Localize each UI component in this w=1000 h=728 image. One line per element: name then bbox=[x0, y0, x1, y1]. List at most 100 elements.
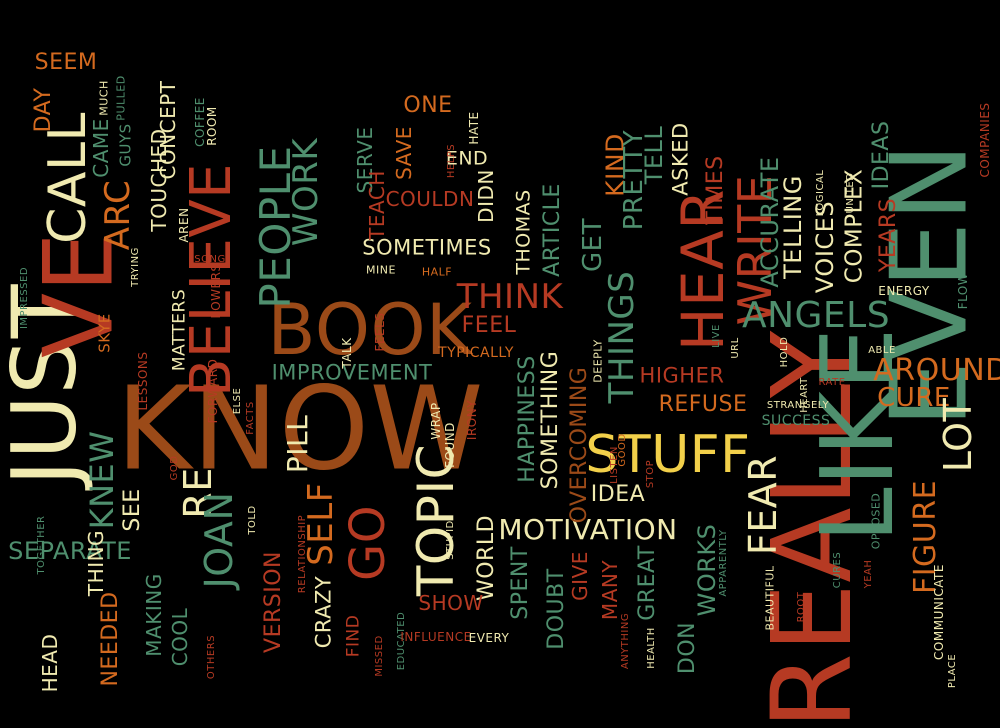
word-much: MUCH bbox=[97, 80, 111, 116]
word-didn: DIDN bbox=[474, 169, 498, 223]
word-thomas: THOMAS bbox=[512, 189, 535, 275]
word-apparently: APPARENTLY bbox=[718, 529, 729, 597]
word-refuse: REFUSE bbox=[658, 392, 748, 417]
word-facts: FACTS bbox=[245, 401, 256, 435]
word-save: SAVE bbox=[392, 126, 416, 180]
word-concept: CONCEPT bbox=[156, 80, 180, 180]
word-able: ABLE bbox=[868, 345, 896, 356]
word-irony: IRONY bbox=[465, 399, 479, 441]
word-deeply: DEEPLY bbox=[591, 339, 605, 383]
word-motivation: MOTIVATION bbox=[498, 513, 678, 546]
word-tell: TELL bbox=[640, 125, 668, 185]
word-health: HEALTH bbox=[646, 627, 657, 669]
word-work: WORK bbox=[286, 137, 326, 247]
word-things: THINGS bbox=[602, 270, 642, 404]
word-room: ROOM bbox=[205, 106, 219, 146]
word-telling: TELLING bbox=[779, 175, 807, 279]
word-impressed: IMPRESSED bbox=[19, 266, 30, 330]
word-stuff: STUFF bbox=[585, 425, 751, 485]
word-couldn: COULDN bbox=[385, 187, 475, 211]
word-missed: MISSED bbox=[374, 635, 385, 677]
word-fear: FEAR bbox=[741, 454, 785, 556]
word-teach: TEACH bbox=[365, 170, 389, 240]
word-came: CAME bbox=[89, 118, 113, 178]
word-skye: SKYE bbox=[95, 313, 114, 353]
word-found: FOUND bbox=[443, 422, 457, 468]
word-hold: HOLD bbox=[779, 336, 790, 368]
word-feel: FEEL bbox=[461, 313, 517, 338]
word-communicate: COMMUNICATE bbox=[932, 564, 946, 660]
word-live: LIVE bbox=[711, 324, 722, 348]
word-idea: IDEA bbox=[590, 482, 646, 507]
word-stop: STOP bbox=[645, 459, 656, 489]
word-matters: MATTERS bbox=[169, 288, 190, 372]
word-heart: HEART bbox=[799, 377, 810, 413]
word-energy: ENERGY bbox=[878, 284, 930, 298]
word-thing: THING bbox=[84, 529, 108, 597]
word-happiness: HAPPINESS bbox=[515, 355, 540, 483]
word-companies: COMPANIES bbox=[978, 102, 992, 178]
word-strangely: STRANGELY bbox=[766, 400, 830, 411]
word-pulled: PULLED bbox=[114, 75, 128, 121]
word-helps: HELPS bbox=[446, 143, 457, 179]
word-logical: LOGICAL bbox=[815, 169, 826, 217]
word-cure: CURE bbox=[877, 383, 951, 413]
word-give: GIVE bbox=[568, 551, 592, 601]
word-go: GO bbox=[340, 505, 396, 581]
word-think: THINK bbox=[456, 277, 564, 317]
word-making: MAKING bbox=[142, 573, 166, 657]
word-improvement: IMPROVEMENT bbox=[271, 360, 433, 385]
word-else: ELSE bbox=[232, 387, 243, 415]
word-aren: AREN bbox=[177, 207, 191, 243]
word-self: SELF bbox=[301, 482, 341, 566]
word-lot: LOT bbox=[936, 397, 980, 473]
word-song: SONG bbox=[194, 254, 226, 265]
word-needed: NEEDED bbox=[98, 591, 123, 687]
word-joan: JOAN bbox=[197, 491, 241, 589]
word-know: KNOW bbox=[116, 362, 484, 497]
word-together: TOGETHER bbox=[36, 515, 47, 575]
word-stupid: STUPID bbox=[445, 520, 456, 560]
word-crazy: CRAZY bbox=[311, 575, 336, 649]
word-head: HEAD bbox=[38, 633, 62, 693]
word-influence: INFLUENCE bbox=[400, 630, 472, 644]
word-yeah: YEAH bbox=[863, 559, 874, 589]
word-forward: FORWARD bbox=[206, 358, 220, 424]
word-years: YEARS bbox=[876, 197, 901, 273]
word-told: TOLD bbox=[247, 505, 258, 535]
word-show: SHOW bbox=[418, 591, 484, 615]
word-lessons: LESSONS bbox=[136, 351, 150, 411]
word-arc: ARC bbox=[98, 179, 138, 251]
word-place: PLACE bbox=[947, 653, 958, 689]
word-flow: FLOW bbox=[956, 272, 970, 310]
word-opposed: OPPOSED bbox=[869, 492, 883, 550]
word-version: VERSION bbox=[261, 551, 286, 653]
word-great: GREAT bbox=[635, 545, 660, 621]
word-others: OTHERS bbox=[206, 634, 217, 680]
word-world: WORLD bbox=[474, 514, 499, 602]
word-pill: PILL bbox=[281, 414, 314, 474]
word-end: END bbox=[445, 147, 489, 170]
word-typically: TYPICALLY bbox=[438, 345, 514, 361]
word-beautiful: BEAUTIFUL bbox=[763, 565, 777, 631]
word-don: DON bbox=[675, 621, 700, 675]
word-anything: ANYTHING bbox=[620, 612, 631, 670]
word-find: FIND bbox=[343, 614, 364, 658]
word-many: MANY bbox=[598, 559, 622, 621]
word-higher: HIGHER bbox=[639, 363, 725, 388]
word-seem: SEEM bbox=[34, 50, 98, 75]
word-day: DAY bbox=[31, 87, 56, 133]
word-asked: ASKED bbox=[668, 122, 693, 196]
word-wrap: WRAP bbox=[429, 402, 443, 440]
word-every: EVERY bbox=[468, 631, 510, 645]
word-talk: TALK bbox=[340, 337, 354, 369]
word-root: ROOT bbox=[796, 591, 807, 623]
word-book: BOOK bbox=[267, 289, 473, 371]
word-good: GOOD bbox=[617, 433, 628, 467]
word-url: URL bbox=[730, 337, 741, 359]
word-times: TIMES bbox=[703, 155, 728, 225]
word-mine: MINE bbox=[366, 263, 396, 277]
word-doubt: DOUBT bbox=[544, 568, 569, 650]
word-united: UNITED bbox=[845, 172, 856, 214]
word-separate: SEPARATE bbox=[8, 537, 132, 565]
